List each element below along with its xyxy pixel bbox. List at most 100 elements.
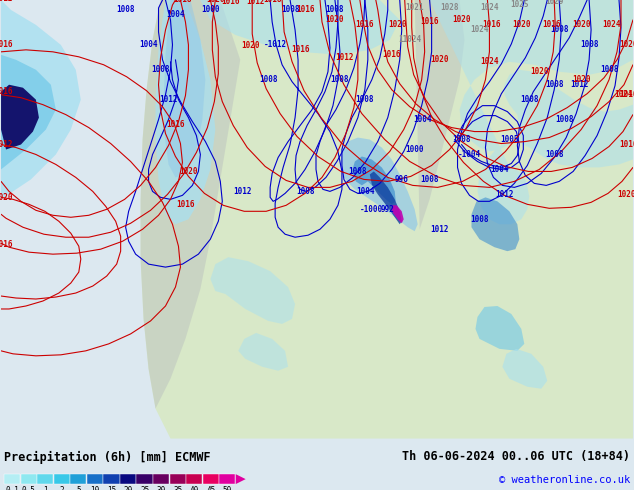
Polygon shape [141,0,240,409]
Text: 50: 50 [223,486,232,490]
Text: 1018: 1018 [173,0,191,4]
Polygon shape [502,349,547,389]
Polygon shape [164,0,205,177]
Text: 25: 25 [140,486,150,490]
Bar [136,474,153,484]
Text: 2: 2 [60,486,64,490]
Text: 1028: 1028 [440,3,459,12]
Text: 1020: 1020 [206,0,224,4]
Text: 1016: 1016 [382,50,401,59]
Polygon shape [370,172,402,224]
Text: 1020: 1020 [618,190,634,199]
Polygon shape [1,0,81,239]
Text: 996: 996 [395,175,409,184]
Text: 1008: 1008 [296,187,314,196]
Text: 1008: 1008 [452,135,471,144]
Text: 1000: 1000 [405,145,424,154]
Polygon shape [210,257,295,324]
Bar [37,474,53,484]
Text: 1012: 1012 [430,225,449,234]
Bar [153,474,169,484]
Text: 40: 40 [190,486,199,490]
Text: 1029: 1029 [545,0,564,6]
Text: 1016: 1016 [0,40,12,49]
Text: 1016: 1016 [619,90,634,99]
Polygon shape [155,0,216,224]
Text: 20: 20 [124,486,133,490]
Text: 5: 5 [76,486,81,490]
Polygon shape [236,474,245,484]
Text: 1016: 1016 [296,5,314,15]
Text: 1016: 1016 [482,21,501,29]
Text: 1016: 1016 [0,240,12,249]
Polygon shape [430,0,633,224]
Text: 1020: 1020 [619,40,634,49]
Polygon shape [340,138,418,231]
Text: 1016: 1016 [619,140,634,149]
Text: 1008: 1008 [600,65,618,74]
Polygon shape [472,197,519,251]
Text: Precipitation (6h) [mm] ECMWF: Precipitation (6h) [mm] ECMWF [4,450,210,464]
Text: 1024: 1024 [480,3,499,12]
Text: 1020: 1020 [389,21,407,29]
Text: 1008: 1008 [326,5,344,15]
Text: 1020: 1020 [512,21,531,29]
Text: 1004: 1004 [356,187,375,196]
Text: 1004: 1004 [139,40,158,49]
Text: Th 06-06-2024 00..06 UTC (18+84): Th 06-06-2024 00..06 UTC (18+84) [402,450,630,464]
Text: 1016: 1016 [166,120,184,129]
Text: 1020: 1020 [179,167,198,176]
Bar [169,474,186,484]
Text: 15: 15 [107,486,116,490]
Text: 1016: 1016 [176,200,195,209]
Bar [70,474,86,484]
Polygon shape [392,205,404,223]
Text: 1008: 1008 [259,75,278,84]
Bar [87,474,103,484]
Text: 1005: 1005 [500,135,519,144]
Text: 1008: 1008 [331,75,349,84]
Text: 1004: 1004 [490,165,508,174]
Text: 1012: 1012 [0,0,12,2]
Bar [203,474,219,484]
Text: 1008: 1008 [117,5,135,15]
Text: 1020: 1020 [430,55,449,64]
Text: 1008: 1008 [580,40,598,49]
Text: -1000: -1000 [360,205,384,214]
Bar [54,474,70,484]
Text: 1016: 1016 [291,46,309,54]
Polygon shape [476,306,524,351]
Text: 1016: 1016 [542,21,560,29]
Text: 1012: 1012 [570,80,588,89]
Text: 1020: 1020 [530,67,548,76]
Text: 1020: 1020 [326,15,344,24]
Text: 1016: 1016 [420,18,439,26]
Polygon shape [200,0,399,55]
Text: 1012: 1012 [495,190,514,199]
Text: 1008: 1008 [420,175,439,184]
Text: 30: 30 [157,486,166,490]
Text: 1000: 1000 [201,5,219,15]
Text: 1008: 1008 [555,115,573,124]
Text: 1016: 1016 [0,87,12,96]
Bar [4,474,20,484]
Text: -1004: -1004 [458,150,481,159]
Text: 1024: 1024 [470,25,489,34]
Text: 1020: 1020 [0,193,12,202]
Text: 1008: 1008 [550,25,569,34]
Text: 1016: 1016 [221,0,240,6]
Text: 0.1: 0.1 [5,486,19,490]
Text: 1016: 1016 [356,21,374,29]
Text: 1008: 1008 [545,150,564,159]
Bar [120,474,136,484]
Text: 1012: 1012 [159,95,178,104]
Text: 1020: 1020 [572,75,590,84]
Text: 1012: 1012 [233,187,252,196]
Text: 1008: 1008 [545,80,564,89]
Text: 1012: 1012 [0,140,12,149]
Text: -1012: -1012 [264,40,287,49]
Text: 1012: 1012 [335,53,354,62]
Text: 1008: 1008 [470,215,489,224]
Text: 1024: 1024 [615,90,633,99]
Text: 1008: 1008 [356,95,374,104]
